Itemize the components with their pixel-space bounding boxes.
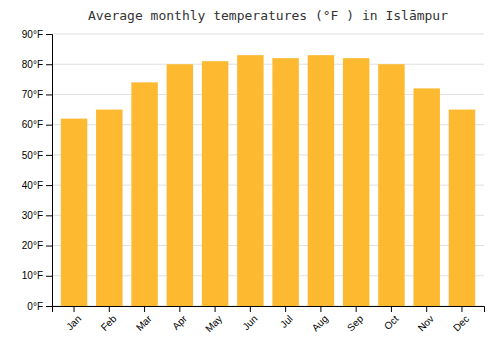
x-tick: Jul <box>278 306 295 330</box>
bar <box>131 82 157 306</box>
y-tick: 90°F <box>22 29 52 40</box>
x-tick: Feb <box>99 306 119 333</box>
y-tick: 60°F <box>22 119 52 130</box>
x-tick-mark <box>144 306 145 312</box>
y-tick: 50°F <box>22 150 52 161</box>
y-tick: 0°F <box>27 301 52 312</box>
x-tick-mark <box>215 306 216 312</box>
bar <box>272 58 298 306</box>
y-tick-mark <box>46 94 52 95</box>
y-tick-mark <box>46 246 52 247</box>
x-tick: Apr <box>170 306 189 332</box>
bar <box>61 119 87 306</box>
y-tick: 40°F <box>22 180 52 191</box>
x-tick-mark <box>250 306 251 312</box>
x-tick-mark <box>109 306 110 312</box>
x-tick-mark <box>356 306 357 312</box>
bar <box>378 64 404 306</box>
y-tick-mark <box>46 34 52 35</box>
x-axis-line <box>53 307 485 313</box>
x-tick-label: May <box>203 313 224 334</box>
bar <box>449 110 475 306</box>
y-tick-mark <box>46 64 52 65</box>
y-tick: 30°F <box>22 210 52 221</box>
y-tick-mark <box>46 125 52 126</box>
y-tick-label: 80°F <box>22 59 43 70</box>
bar <box>343 58 369 306</box>
bar <box>96 110 122 306</box>
y-tick-mark <box>46 306 52 307</box>
x-tick-mark <box>461 306 462 312</box>
x-tick-label: Jun <box>240 313 259 332</box>
x-tick: Jan <box>64 306 83 332</box>
x-tick-mark <box>391 306 392 312</box>
x-axis: Jan Feb Mar Apr May Jun Jul Aug Sep Oct Nov Dec <box>53 306 485 334</box>
x-tick-mark <box>285 306 286 312</box>
y-tick-mark <box>46 215 52 216</box>
x-tick: Sep <box>345 306 366 333</box>
x-tick-label: Dec <box>451 313 471 333</box>
x-tick: Jun <box>240 306 259 332</box>
plot-area: 0°F 10°F 20°F 30°F 40°F 50°F 60°F 70°F 80°F 90°F J… <box>22 29 485 335</box>
y-tick-label: 60°F <box>22 119 43 130</box>
y-tick-mark <box>46 185 52 186</box>
x-tick-label: Apr <box>170 313 189 332</box>
y-tick-mark <box>46 276 52 277</box>
y-tick: 10°F <box>22 270 52 281</box>
chart-svg: 0°F 10°F 20°F 30°F 40°F 50°F 60°F 70°F 80°F 90°F J… <box>0 0 500 350</box>
x-tick-label: Jul <box>278 313 295 330</box>
y-tick-label: 50°F <box>22 150 43 161</box>
x-tick: Nov <box>416 306 436 333</box>
x-tick-label: Feb <box>99 313 119 333</box>
y-tick-label: 30°F <box>22 210 43 221</box>
grid <box>52 34 484 306</box>
y-tick-label: 40°F <box>22 180 43 191</box>
x-tick-mark <box>426 306 427 312</box>
grid-line <box>52 64 484 65</box>
x-tick: May <box>203 306 224 334</box>
x-tick-mark <box>74 306 75 312</box>
bars <box>61 55 475 306</box>
bar <box>237 55 263 306</box>
x-tick: Dec <box>451 306 471 333</box>
x-tick-label: Sep <box>345 313 366 334</box>
bar <box>413 88 439 306</box>
x-tick-label: Aug <box>310 313 330 333</box>
x-tick: Oct <box>382 306 401 332</box>
x-tick-label: Oct <box>382 313 401 332</box>
y-axis-line <box>46 35 53 307</box>
y-tick-label: 90°F <box>22 29 43 40</box>
x-tick-label: Nov <box>416 313 436 333</box>
x-tick-label: Mar <box>134 313 154 333</box>
bar <box>202 61 228 306</box>
grid-line <box>52 34 484 35</box>
bar <box>167 64 193 306</box>
chart-title: Average monthly temperatures (°F ) in Is… <box>88 8 448 23</box>
y-tick: 70°F <box>22 89 52 100</box>
y-tick-label: 20°F <box>22 240 43 251</box>
y-tick-label: 0°F <box>27 301 43 312</box>
chart-container: 0°F 10°F 20°F 30°F 40°F 50°F 60°F 70°F 80°F 90°F J… <box>0 0 500 350</box>
x-tick: Mar <box>134 306 154 333</box>
y-tick: 20°F <box>22 240 52 251</box>
x-tick-mark <box>179 306 180 312</box>
y-tick-mark <box>46 155 52 156</box>
x-tick-mark <box>320 306 321 312</box>
y-tick-label: 10°F <box>22 270 43 281</box>
y-tick-label: 70°F <box>22 89 43 100</box>
bar <box>308 55 334 306</box>
y-axis: 0°F 10°F 20°F 30°F 40°F 50°F 60°F 70°F 80°F 90°F <box>22 29 53 312</box>
x-tick-label: Jan <box>64 313 83 332</box>
x-tick: Aug <box>310 306 330 333</box>
y-tick: 80°F <box>22 59 52 70</box>
